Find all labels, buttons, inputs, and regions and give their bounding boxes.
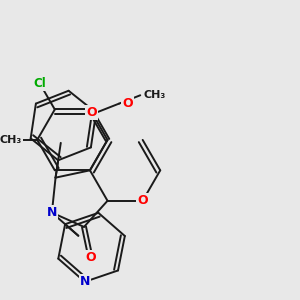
Text: N: N bbox=[80, 275, 90, 288]
Text: Cl: Cl bbox=[34, 77, 46, 90]
Text: CH₃: CH₃ bbox=[0, 135, 22, 145]
Text: O: O bbox=[85, 251, 96, 264]
Text: O: O bbox=[122, 97, 133, 110]
Text: CH₃: CH₃ bbox=[143, 90, 166, 100]
Text: N: N bbox=[47, 206, 57, 219]
Text: O: O bbox=[86, 106, 97, 119]
Text: O: O bbox=[137, 194, 148, 207]
